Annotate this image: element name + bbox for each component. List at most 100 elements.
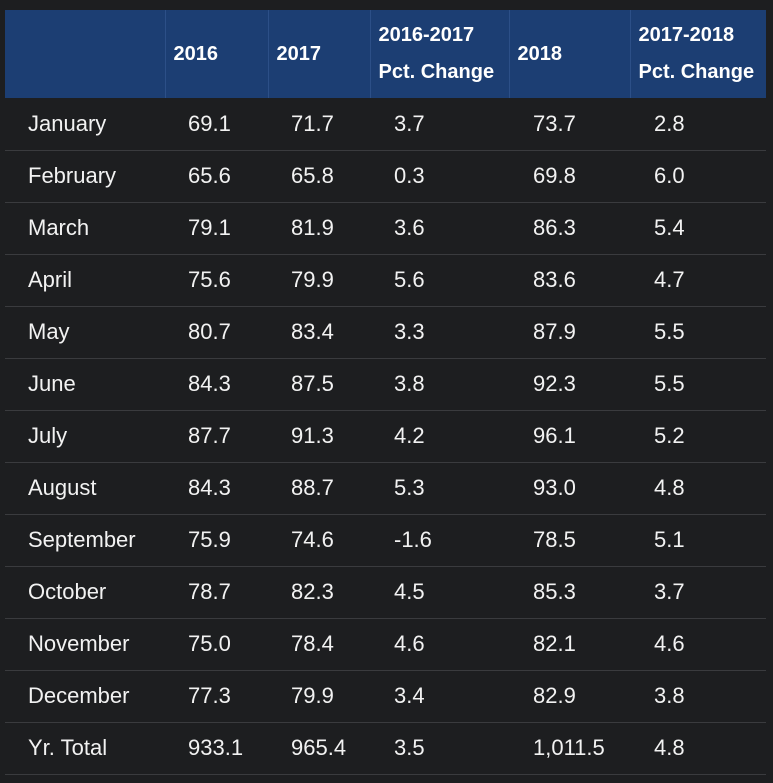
pct-change-2017-2018-cell-text: 5.2 — [654, 423, 685, 448]
month-cell-text: January — [28, 110, 107, 136]
value-2016-cell-text: 75.6 — [188, 267, 231, 292]
value-2017-cell-text: 83.4 — [291, 319, 334, 344]
value-2017-cell: 83.4 — [268, 306, 370, 359]
value-2016-cell-text: 77.3 — [188, 683, 231, 708]
table-row: February 65.6 65.8 0.3 69.8 6.0 — [5, 150, 766, 203]
value-2018-cell: 92.3 — [509, 358, 630, 411]
value-2017-cell: 65.8 — [268, 150, 370, 203]
pct-change-2017-2018-cell-text: 4.8 — [654, 735, 685, 760]
month-cell: May — [5, 306, 165, 359]
value-2018-cell-text: 92.3 — [533, 371, 576, 396]
pct-change-2017-2018-cell: 4.7 — [630, 254, 766, 307]
value-2018-cell: 85.3 — [509, 566, 630, 619]
pct-change-2017-2018-cell: 5.4 — [630, 202, 766, 255]
pct-change-2017-2018-cell-text: 4.6 — [654, 631, 685, 656]
value-2017-cell: 88.7 — [268, 462, 370, 515]
value-2018-cell-text: 87.9 — [533, 319, 576, 344]
value-2016-cell-text: 80.7 — [188, 319, 231, 344]
pct-change-2017-2018-cell-text: 5.4 — [654, 215, 685, 240]
value-2018-cell: 82.9 — [509, 670, 630, 723]
value-2017-cell: 79.9 — [268, 254, 370, 307]
table-row: November 75.0 78.4 4.6 82.1 4.6 — [5, 618, 766, 671]
month-cell: November — [5, 618, 165, 671]
value-2017-cell-text: 65.8 — [291, 163, 334, 188]
value-2018-cell-text: 1,011.5 — [533, 735, 605, 760]
pct-change-2017-2018-cell: 4.8 — [630, 462, 766, 515]
pct-change-2016-2017-cell-text: -1.6 — [394, 527, 432, 552]
value-2016-cell: 77.3 — [165, 670, 268, 723]
pct-change-2016-2017-cell-text: 3.5 — [394, 735, 425, 760]
table-row: January 69.1 71.7 3.7 73.7 2.8 — [5, 98, 766, 151]
value-2017-cell-text: 965.4 — [291, 735, 347, 760]
table-row: May 80.7 83.4 3.3 87.9 5.5 — [5, 306, 766, 359]
value-2016-cell-text: 65.6 — [188, 163, 231, 188]
pct-change-2016-2017-cell-text: 5.3 — [394, 475, 425, 500]
value-2017-cell: 78.4 — [268, 618, 370, 671]
value-2017-cell-text: 81.9 — [291, 215, 334, 240]
value-2018-cell-text: 82.1 — [533, 631, 576, 656]
pct-change-2017-2018-cell-text: 4.8 — [654, 475, 685, 500]
value-2017-cell-text: 79.9 — [291, 267, 334, 292]
month-cell: September — [5, 514, 165, 567]
header-2018: 2018 — [509, 10, 631, 98]
pct-change-2016-2017-cell-text: 5.6 — [394, 267, 425, 292]
value-2017-cell: 81.9 — [268, 202, 370, 255]
value-2018-cell: 82.1 — [509, 618, 630, 671]
month-cell-text: April — [28, 267, 73, 292]
pct-change-2017-2018-cell: 4.8 — [630, 722, 766, 775]
value-2018-cell: 69.8 — [509, 150, 630, 203]
value-2016-cell: 65.6 — [165, 150, 268, 203]
header-2017: 2017 — [268, 10, 371, 98]
pct-change-2016-2017-cell-text: 0.3 — [394, 163, 425, 188]
pct-change-2017-2018-cell-text: 2.8 — [654, 110, 685, 136]
pct-change-2016-2017-cell: 4.5 — [370, 566, 509, 619]
value-2017-cell: 74.6 — [268, 514, 370, 567]
pct-change-2016-2017-cell: 4.6 — [370, 618, 509, 671]
pct-change-2017-2018-cell-text: 5.5 — [654, 371, 685, 396]
value-2016-cell-text: 75.9 — [188, 527, 231, 552]
total-row: Yr. Total 933.1 965.4 3.5 1,011.5 4.8 — [5, 722, 766, 775]
value-2017-cell: 79.9 — [268, 670, 370, 723]
pct-change-2016-2017-cell-text: 4.2 — [394, 423, 425, 448]
header-month — [5, 10, 166, 98]
pct-change-2016-2017-cell-text: 4.6 — [394, 631, 425, 656]
pct-change-2017-2018-cell: 5.2 — [630, 410, 766, 463]
value-2018-cell: 96.1 — [509, 410, 630, 463]
value-2016-cell: 69.1 — [165, 98, 268, 151]
table-row: July 87.7 91.3 4.2 96.1 5.2 — [5, 410, 766, 463]
value-2017-cell: 965.4 — [268, 722, 370, 775]
value-2016-cell-text: 69.1 — [188, 110, 231, 136]
month-cell-text: July — [28, 423, 68, 448]
value-2018-cell-text: 86.3 — [533, 215, 576, 240]
pct-change-2016-2017-cell: -1.6 — [370, 514, 509, 567]
value-2017-cell-text: 78.4 — [291, 631, 334, 656]
pct-change-2016-2017-cell: 3.5 — [370, 722, 509, 775]
value-2017-cell-text: 71.7 — [291, 110, 334, 136]
value-2016-cell-text: 79.1 — [188, 215, 231, 240]
value-2016-cell: 87.7 — [165, 410, 268, 463]
month-cell-text: June — [28, 371, 76, 396]
pct-change-2017-2018-cell-text: 3.7 — [654, 579, 685, 604]
pct-change-2016-2017-cell: 3.7 — [370, 98, 509, 151]
pct-change-2016-2017-cell: 3.4 — [370, 670, 509, 723]
value-2018-cell-text: 85.3 — [533, 579, 576, 604]
value-2016-cell-text: 84.3 — [188, 475, 231, 500]
value-2018-cell-text: 69.8 — [533, 163, 576, 188]
pct-change-2016-2017-cell-text: 3.6 — [394, 215, 425, 240]
pct-change-2017-2018-cell: 3.7 — [630, 566, 766, 619]
header-pct-change-2016-2017: 2016-2017 Pct. Change — [370, 10, 510, 98]
value-2016-cell: 933.1 — [165, 722, 268, 775]
value-2017-cell-text: 79.9 — [291, 683, 334, 708]
value-2016-cell-text: 87.7 — [188, 423, 231, 448]
pct-change-2016-2017-cell: 5.3 — [370, 462, 509, 515]
value-2017-cell-text: 82.3 — [291, 579, 334, 604]
pct-change-2017-2018-cell-text: 5.5 — [654, 319, 685, 344]
value-2016-cell: 80.7 — [165, 306, 268, 359]
month-cell-text: December — [28, 683, 130, 708]
pct-change-2016-2017-cell-text: 4.5 — [394, 579, 425, 604]
pct-change-2017-2018-cell: 5.5 — [630, 306, 766, 359]
table-row: December 77.3 79.9 3.4 82.9 3.8 — [5, 670, 766, 723]
value-2018-cell: 1,011.5 — [509, 722, 630, 775]
value-2017-cell: 87.5 — [268, 358, 370, 411]
value-2018-cell-text: 78.5 — [533, 527, 576, 552]
